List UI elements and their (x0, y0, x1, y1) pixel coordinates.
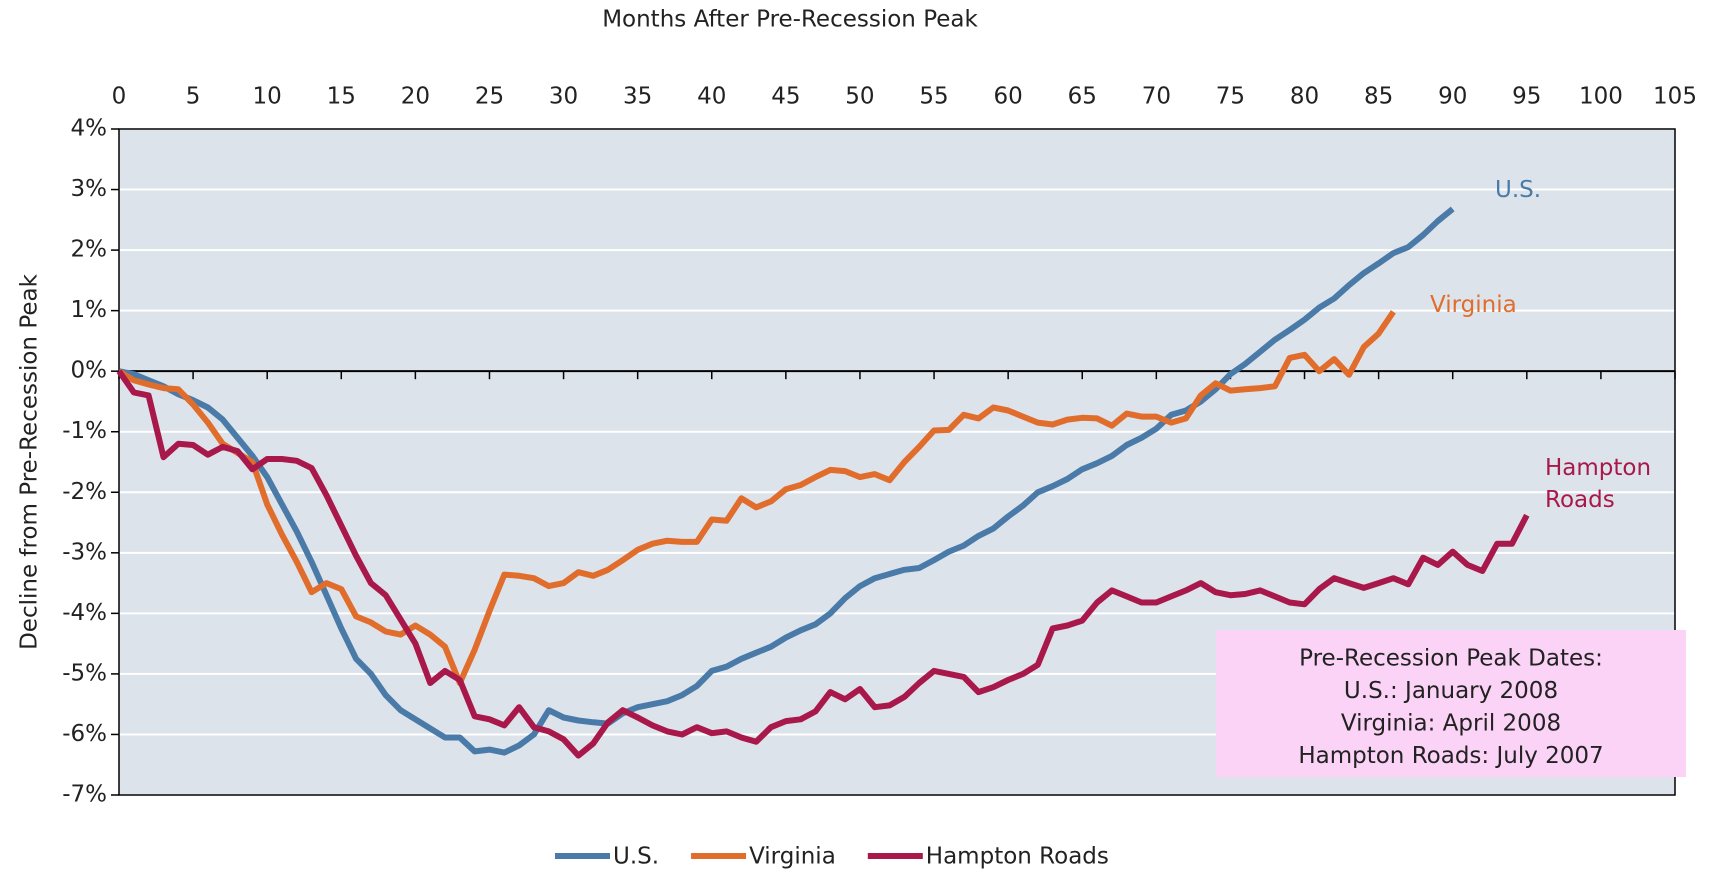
x-tick-label: 35 (623, 84, 652, 110)
y-tick-label: 1% (71, 297, 108, 323)
annotation-text: U.S.: January 2008 (1344, 678, 1558, 704)
annotation-text: Virginia: April 2008 (1341, 711, 1561, 737)
plot-border (118, 128, 1676, 796)
legend-label: U.S. (613, 844, 659, 870)
y-tick-label: -7% (62, 782, 107, 808)
x-tick-label: 70 (1142, 84, 1171, 110)
series-line (116, 369, 1530, 759)
series-line (117, 310, 1396, 686)
series-end-label: U.S. (1495, 177, 1542, 203)
y-tick-label: -1% (62, 418, 107, 444)
x-tick-label: 25 (475, 84, 504, 110)
y-tick-label: -3% (62, 539, 107, 565)
y-tick-label: 0% (71, 358, 108, 384)
x-tick-label: 45 (771, 84, 800, 110)
y-tick-label: -5% (62, 660, 107, 686)
x-tick-label: 0 (112, 84, 127, 110)
legend-label: Virginia (749, 844, 836, 870)
y-tick-label: -4% (62, 600, 107, 626)
series-line (118, 206, 1455, 756)
annotation-text: Pre-Recession Peak Dates: (1299, 646, 1603, 672)
x-tick-label: 40 (697, 84, 726, 110)
y-axis-title: Decline from Pre-Recession Peak (17, 273, 43, 650)
x-tick-label: 20 (401, 84, 430, 110)
annotation-text: Hampton Roads: July 2007 (1298, 743, 1603, 769)
legend-label: Hampton Roads (926, 844, 1109, 870)
x-tick-label: 55 (919, 84, 948, 110)
annotation-box (1216, 630, 1686, 777)
x-tick-label: 85 (1364, 84, 1393, 110)
x-tick-label: 90 (1438, 84, 1467, 110)
series-end-label: Virginia (1430, 292, 1517, 318)
x-tick-label: 15 (327, 84, 356, 110)
x-tick-label: 60 (994, 84, 1023, 110)
x-tick-label: 30 (549, 84, 578, 110)
y-tick-label: -6% (62, 721, 107, 747)
x-tick-label: 105 (1653, 84, 1697, 110)
x-tick-label: 50 (845, 84, 874, 110)
x-tick-label: 5 (186, 84, 201, 110)
x-tick-label: 65 (1068, 84, 1097, 110)
x-tick-label: 80 (1290, 84, 1319, 110)
x-axis-title: Months After Pre-Recession Peak (602, 7, 978, 33)
x-tick-label: 100 (1579, 84, 1623, 110)
y-tick-label: 4% (71, 116, 108, 142)
y-tick-label: 3% (71, 176, 108, 202)
x-tick-label: 75 (1216, 84, 1245, 110)
y-tick-label: 2% (71, 237, 108, 263)
y-tick-label: -2% (62, 479, 107, 505)
x-tick-label: 10 (253, 84, 282, 110)
series-end-label: Hampton Roads (1545, 455, 1652, 513)
x-tick-label: 95 (1512, 84, 1541, 110)
